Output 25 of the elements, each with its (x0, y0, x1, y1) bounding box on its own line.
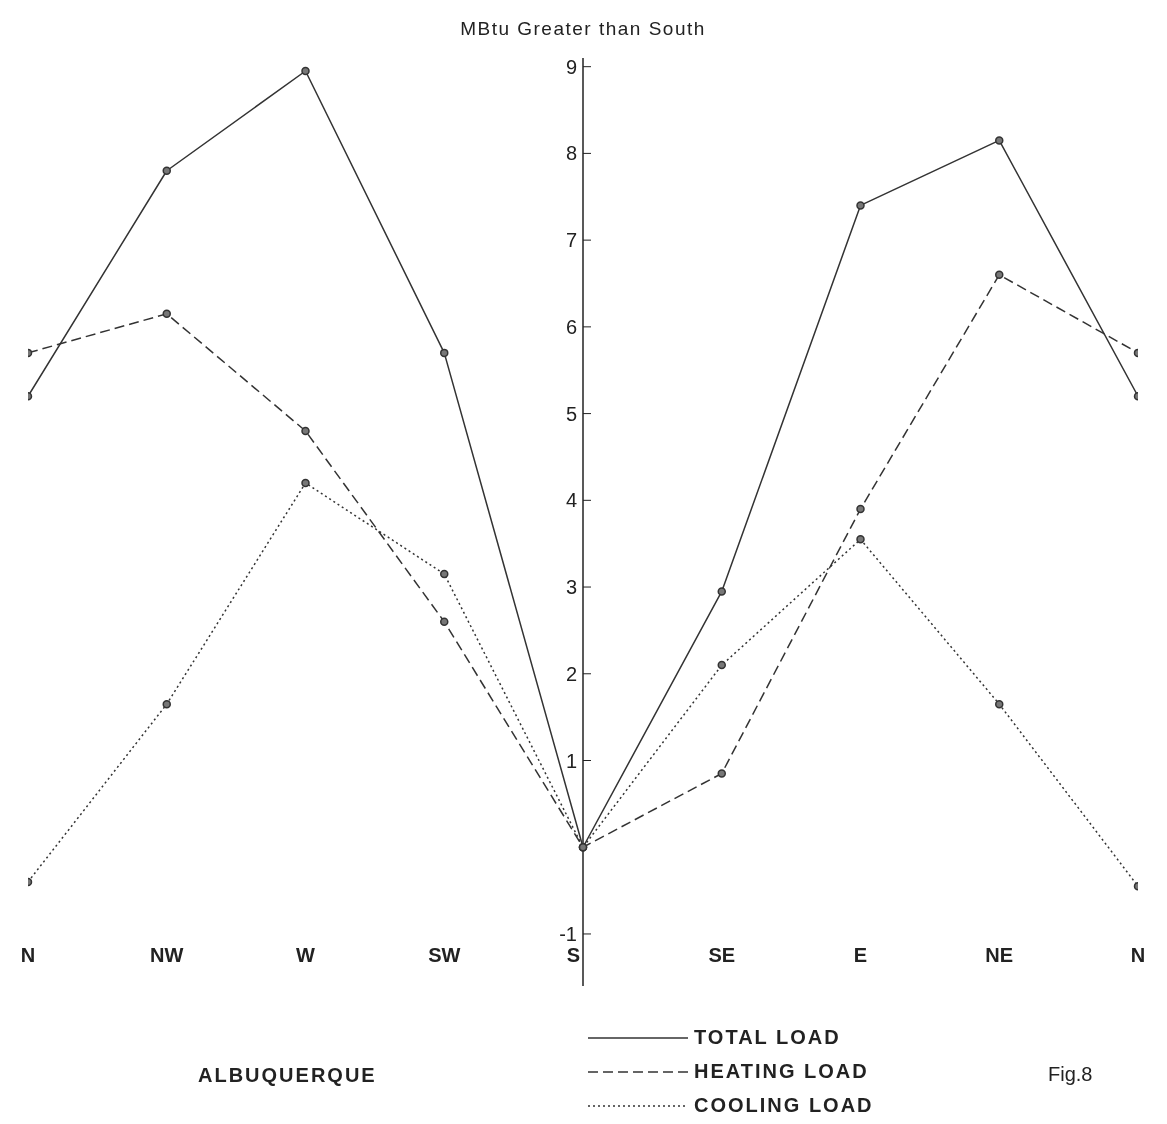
y-tick-label: -1 (559, 922, 577, 945)
x-tick-label: SW (428, 943, 461, 966)
x-tick-label: SE (708, 943, 736, 966)
legend-label: HEATING LOAD (694, 1060, 869, 1084)
legend-label: TOTAL LOAD (694, 1026, 841, 1050)
y-tick-label: 7 (565, 229, 577, 252)
caption: Fig.8 (1048, 1063, 1093, 1086)
x-tick-label: E (853, 943, 868, 966)
text: ALBUQUERQUE (198, 1063, 377, 1087)
x-tick-label: S (566, 943, 580, 966)
y-tick-label: 5 (565, 402, 577, 425)
y-tick-label: 8 (565, 142, 577, 165)
y-tick-label: 1 (565, 749, 577, 772)
x-tick-label: NE (985, 943, 1014, 966)
x-tick-label: W (296, 943, 316, 966)
x-tick-label: NW (150, 943, 184, 966)
legend-label: COOLING LOAD (694, 1094, 874, 1118)
y-axis-title: MBtu Greater than South (459, 18, 707, 40)
y-tick-label: 2 (565, 662, 577, 685)
y-tick-label: 4 (565, 489, 577, 512)
x-tick-label: N (20, 943, 36, 966)
y-tick-label: 6 (565, 315, 577, 338)
x-tick-label: N (1130, 943, 1146, 966)
y-tick-label: 9 (565, 55, 577, 78)
y-tick-label: 3 (565, 576, 577, 599)
